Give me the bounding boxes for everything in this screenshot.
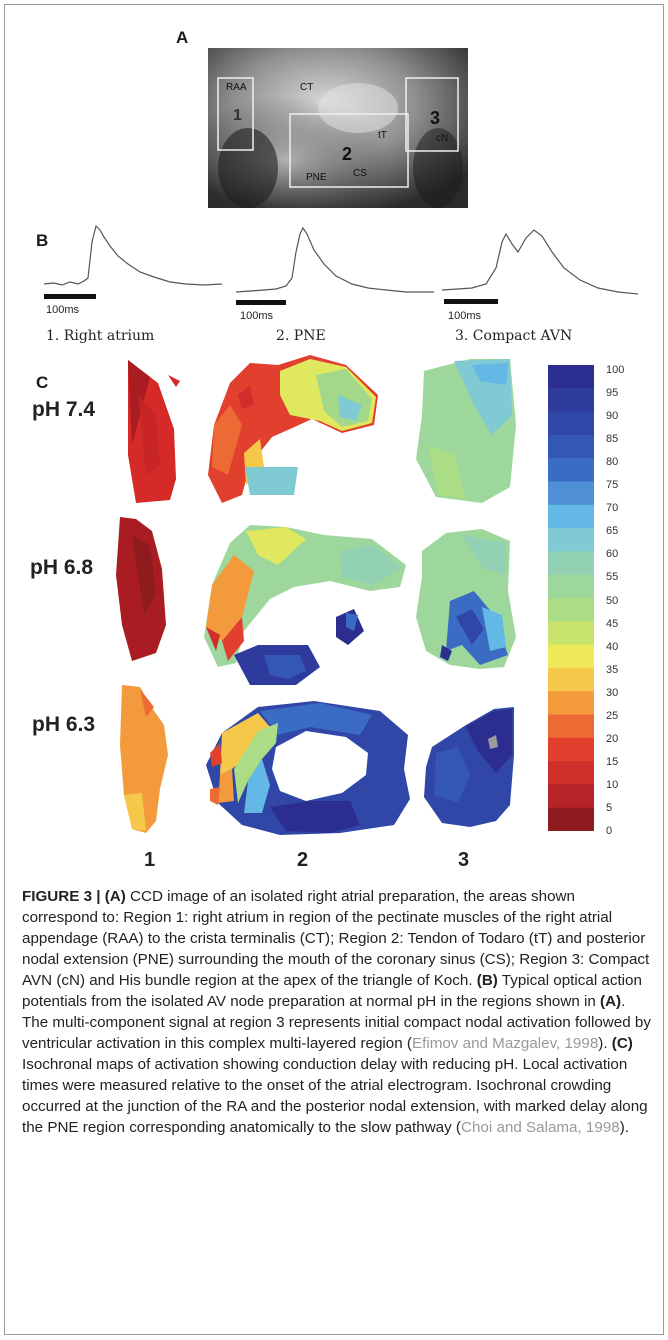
column-label-1: 1 bbox=[144, 849, 156, 871]
colorbar-tick-label: 90 bbox=[606, 410, 619, 423]
colorbar-tick-label: 10 bbox=[606, 778, 619, 791]
caption-b-label: (B) bbox=[476, 972, 498, 989]
caption-part-1: CCD image of an isolated right atrial pr… bbox=[22, 888, 650, 989]
colorbar-segment bbox=[548, 504, 594, 529]
colorbar-segment bbox=[548, 621, 594, 646]
map-r1-c2 bbox=[208, 355, 378, 503]
panel-label-a: A bbox=[176, 28, 189, 47]
colorbar-segment bbox=[548, 737, 594, 762]
colorbar-tick-label: 20 bbox=[606, 732, 619, 745]
scale-label-2: 100ms bbox=[240, 310, 274, 322]
colorbar-tick-label: 45 bbox=[606, 617, 619, 630]
colorbar-tick-label: 25 bbox=[606, 709, 619, 722]
photo-label-pne: PNE bbox=[306, 172, 327, 183]
colorbar-segment bbox=[548, 458, 594, 482]
photo-label-ct: CT bbox=[300, 82, 313, 93]
colorbar-tick-label: 50 bbox=[606, 594, 619, 607]
colorbar-tick-label: 70 bbox=[606, 502, 619, 515]
caption-part-2: Typical optical action potentials from t… bbox=[22, 972, 642, 1010]
photo-label-raa: RAA bbox=[226, 82, 247, 93]
colorbar-tick-label: 85 bbox=[606, 433, 619, 446]
colorbar-segment bbox=[548, 691, 594, 715]
colorbar-tick-label: 60 bbox=[606, 548, 619, 561]
colorbar-tick-label: 40 bbox=[606, 640, 619, 653]
colorbar-segment bbox=[548, 807, 594, 831]
colorbar-segment bbox=[548, 598, 594, 622]
colorbar-tick-label: 30 bbox=[606, 686, 619, 699]
caption-c-label: (C) bbox=[611, 1035, 633, 1052]
colorbar-segment bbox=[548, 481, 594, 506]
colorbar-segment bbox=[548, 365, 594, 389]
trace-title-3: 3. Compact AVN bbox=[455, 328, 573, 344]
map-r1-c3 bbox=[416, 359, 516, 503]
caption-a-ref: (A) bbox=[600, 993, 622, 1010]
row-label-ph63: pH 6.3 bbox=[32, 713, 96, 736]
caption-part-5: Isochronal maps of activation showing co… bbox=[22, 1056, 648, 1136]
caption-part-6: ). bbox=[619, 1119, 630, 1136]
colorbar-tick-label: 100 bbox=[606, 364, 625, 376]
caption-part-4: ). bbox=[598, 1035, 612, 1052]
figure-frame bbox=[4, 4, 664, 1335]
scale-label-3: 100ms bbox=[448, 310, 482, 322]
row-label-ph74: pH 7.4 bbox=[32, 398, 96, 421]
photo-region-2: 2 bbox=[342, 144, 352, 164]
map-r2-c2 bbox=[204, 525, 406, 685]
colorbar-tick-label: 95 bbox=[606, 387, 619, 400]
trace-compact-avn bbox=[442, 229, 639, 304]
column-label-3: 3 bbox=[458, 849, 470, 871]
trace-pne bbox=[236, 226, 434, 305]
map-r3-c3 bbox=[424, 707, 514, 827]
colorbar-tick-label: 35 bbox=[606, 663, 619, 676]
figure-caption: FIGURE 3 | (A) CCD image of an isolated … bbox=[22, 886, 652, 1138]
panel-label-c: C bbox=[36, 373, 49, 392]
trace-title-2: 2. PNE bbox=[276, 328, 326, 344]
ccd-photo: RAA CT tT cN PNE CS 1 2 3 bbox=[208, 48, 468, 208]
map-r2-c3 bbox=[416, 529, 516, 669]
citation-efimov[interactable]: Efimov and Mazgalev, 1998 bbox=[411, 1035, 599, 1052]
colorbar-segment bbox=[548, 411, 594, 436]
colorbar-tick-label: 75 bbox=[606, 479, 619, 492]
citation-choi[interactable]: Choi and Salama, 1998 bbox=[460, 1119, 620, 1136]
colorbar-segment bbox=[548, 644, 594, 669]
colorbar-segment bbox=[548, 574, 594, 599]
colorbar-tick-label: 55 bbox=[606, 571, 619, 584]
colorbar-segment bbox=[548, 714, 594, 739]
colorbar-tick-label: 80 bbox=[606, 456, 619, 469]
colorbar-tick-label: 5 bbox=[606, 801, 613, 814]
scale-label-1: 100ms bbox=[46, 304, 80, 316]
colorbar-segment bbox=[548, 528, 594, 552]
colorbar-segment bbox=[548, 551, 594, 576]
row-label-ph68: pH 6.8 bbox=[30, 556, 94, 579]
isochronal-maps bbox=[116, 355, 516, 835]
colorbar-segment bbox=[548, 784, 594, 809]
map-r3-c1 bbox=[120, 685, 168, 833]
caption-head: FIGURE 3 | (A) bbox=[22, 888, 126, 905]
colorbar-tick-label: 65 bbox=[606, 525, 619, 538]
colorbar-segment bbox=[548, 667, 594, 692]
photo-label-cn: cN bbox=[436, 133, 448, 144]
photo-label-cs: CS bbox=[353, 168, 367, 179]
photo-region-3: 3 bbox=[430, 108, 440, 128]
column-label-2: 2 bbox=[297, 849, 309, 871]
colorbar-segment bbox=[548, 388, 594, 413]
photo-region-1: 1 bbox=[233, 107, 242, 124]
trace-right-atrium bbox=[44, 224, 223, 299]
caption-part-3: . The multi-component signal at region 3… bbox=[22, 993, 651, 1052]
map-r3-c2 bbox=[206, 701, 410, 835]
map-r2-c1 bbox=[116, 517, 166, 661]
colorbar-segment bbox=[548, 434, 594, 459]
colorbar-tick-label: 15 bbox=[606, 755, 619, 768]
panel-label-b: B bbox=[36, 231, 49, 250]
colorbar bbox=[548, 365, 594, 831]
colorbar-segment bbox=[548, 761, 594, 785]
colorbar-tick-label: 0 bbox=[606, 825, 613, 837]
map-r1-c1 bbox=[128, 360, 180, 503]
trace-title-1: 1. Right atrium bbox=[46, 328, 155, 344]
photo-label-tt: tT bbox=[378, 130, 387, 141]
